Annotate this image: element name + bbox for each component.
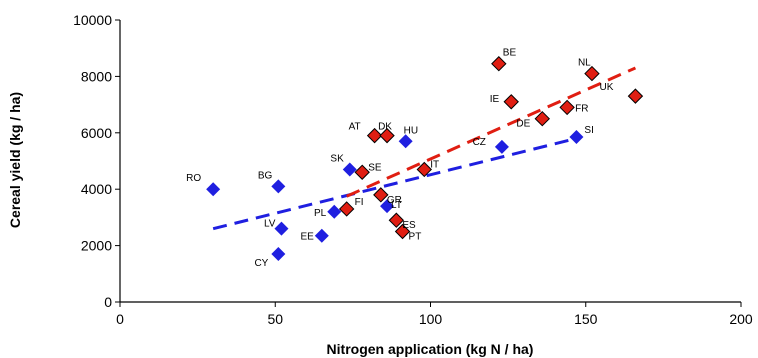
x-tick-label: 50 xyxy=(267,311,283,327)
point-label-fr: FR xyxy=(575,103,588,114)
point-lv xyxy=(274,221,289,236)
markers xyxy=(206,56,644,262)
point-label-ie: IE xyxy=(490,94,500,105)
y-tick-label: 10000 xyxy=(73,12,112,28)
point-cz xyxy=(494,139,509,154)
point-label-de: DE xyxy=(516,119,530,130)
point-nl xyxy=(584,65,600,82)
blue-series-trendline xyxy=(212,136,577,231)
x-tick-label: 0 xyxy=(116,311,124,327)
point-label-pl: PL xyxy=(314,208,327,219)
point-ro xyxy=(206,182,221,197)
point-at xyxy=(366,127,383,144)
point-sk xyxy=(342,162,357,177)
point-label-uk: UK xyxy=(600,82,614,93)
point-label-gr: GR xyxy=(387,195,402,206)
point-label-at: AT xyxy=(349,122,361,133)
point-label-lv: LV xyxy=(264,219,276,230)
red-series-trendline xyxy=(346,66,637,198)
point-label-dk: DK xyxy=(378,122,392,133)
axes: 0 2000 4000 6000 8000 10000 0 50 100 150 200 xyxy=(73,12,753,327)
point-ee xyxy=(314,228,329,243)
point-uk xyxy=(627,88,644,104)
point-dk xyxy=(379,127,395,144)
y-tick-label: 8000 xyxy=(81,68,112,84)
y-tick-label: 2000 xyxy=(81,238,112,254)
x-tick-label: 200 xyxy=(729,311,753,327)
point-pt xyxy=(394,223,411,240)
y-tick-label: 4000 xyxy=(81,181,112,197)
point-gr xyxy=(373,187,389,203)
point-label-fi: FI xyxy=(355,197,364,208)
point-label-hu: HU xyxy=(404,125,418,136)
point-de xyxy=(534,110,550,127)
point-cy xyxy=(271,247,286,262)
x-tick-label: 100 xyxy=(419,311,443,327)
point-ie xyxy=(503,94,519,110)
point-label-si: SI xyxy=(584,125,593,136)
point-hu xyxy=(398,134,413,149)
y-tick-label: 0 xyxy=(104,294,112,310)
point-label-pt: PT xyxy=(409,232,422,243)
point-label-cz: CZ xyxy=(473,137,486,148)
point-pl xyxy=(327,204,342,219)
y-tick-label: 6000 xyxy=(81,125,112,141)
point-label-cy: CY xyxy=(254,258,268,269)
point-label-sk: SK xyxy=(330,153,344,164)
point-es xyxy=(388,212,405,228)
point-bg xyxy=(271,179,286,194)
point-label-ee: EE xyxy=(300,232,314,243)
point-fr xyxy=(559,99,575,116)
point-se xyxy=(354,164,370,180)
x-axis-title: Nitrogen application (kg N / ha) xyxy=(327,341,534,357)
point-label-bg: BG xyxy=(258,170,273,181)
point-label-se: SE xyxy=(368,162,382,173)
trendlines xyxy=(212,66,637,231)
y-axis-title: Cereal yield (kg / ha) xyxy=(7,92,23,228)
point-label-lt: LT xyxy=(391,200,402,211)
point-label-nl: NL xyxy=(578,58,591,69)
point-si xyxy=(569,130,584,145)
point-label-ro: RO xyxy=(186,173,201,184)
x-tick-label: 150 xyxy=(574,311,598,327)
point-label-es: ES xyxy=(402,220,416,231)
point-it xyxy=(416,161,432,178)
point-be xyxy=(491,56,507,72)
point-fi xyxy=(338,201,355,217)
point-label-it: IT xyxy=(430,159,439,170)
point-lt xyxy=(380,199,395,214)
point-label-be: BE xyxy=(503,48,517,59)
